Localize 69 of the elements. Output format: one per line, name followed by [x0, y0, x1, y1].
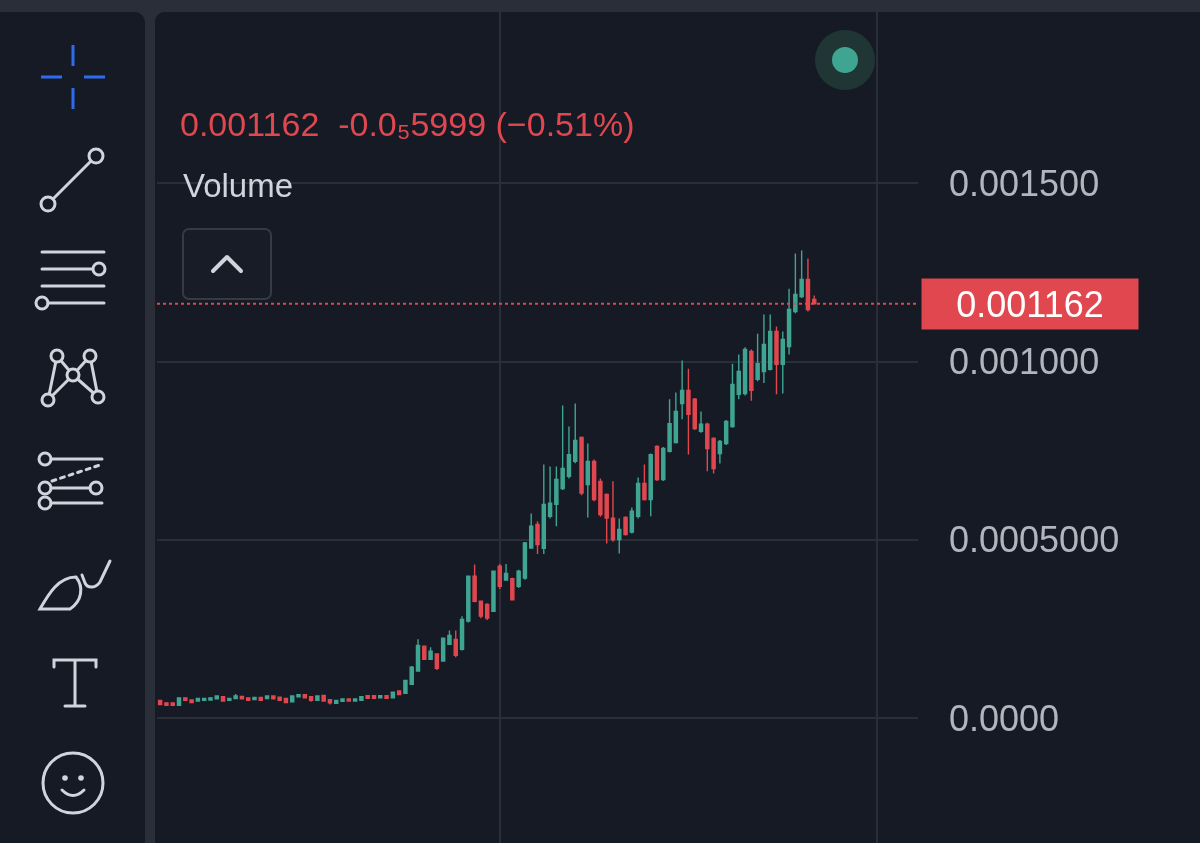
candlestick: [491, 569, 496, 613]
candlestick: [434, 652, 440, 671]
candlestick: [679, 359, 685, 420]
ref-line-label: 0.001162: [956, 283, 1104, 325]
candlestick: [767, 313, 773, 372]
candlestick: [447, 629, 452, 646]
candlestick: [214, 695, 219, 700]
candlestick: [365, 694, 370, 700]
y-tick-label: 0.0000: [949, 697, 1060, 739]
candlestick: [648, 452, 653, 518]
candlestick: [415, 638, 421, 673]
candlestick: [340, 697, 345, 703]
candlestick: [566, 425, 572, 480]
candlestick: [208, 696, 213, 701]
candlestick: [629, 506, 635, 535]
candlestick: [572, 402, 578, 464]
candlestick: [466, 574, 471, 624]
candlestick: [252, 696, 257, 701]
candlestick: [428, 646, 433, 661]
candlestick: [308, 696, 314, 703]
candlestick: [755, 333, 760, 382]
candlestick: [698, 410, 704, 434]
candlestick: [453, 629, 458, 658]
candlestick: [673, 391, 679, 445]
candlestick: [378, 694, 383, 699]
candlestick: [617, 517, 622, 555]
candlestick: [761, 313, 767, 384]
candlestick: [635, 476, 641, 520]
candlestick: [749, 348, 754, 402]
candlestick: [610, 480, 616, 543]
candlestick: [384, 694, 389, 700]
candlestick: [541, 463, 547, 555]
candlestick: [717, 439, 723, 465]
candlestick: [176, 696, 182, 707]
candlestick: [579, 435, 584, 496]
candlestick: [736, 353, 741, 401]
y-tick-label: 0.001500: [949, 162, 1100, 204]
candlestick: [528, 512, 534, 550]
candlestick: [522, 541, 528, 581]
candlestick: [422, 644, 427, 661]
text: 0.001162 -0.0₅5999 (−0.51%): [180, 104, 635, 144]
candlestick: [484, 602, 490, 621]
candlestick: [459, 615, 465, 652]
candlestick: [390, 690, 396, 699]
candlestick: [472, 563, 477, 603]
candlestick: [503, 563, 509, 582]
candlestick: [327, 698, 333, 706]
annotation: Volume: [183, 166, 294, 206]
candlestick: [547, 465, 553, 520]
candlestick: [623, 515, 628, 537]
candlestick: [786, 288, 792, 356]
y-tick-label: 0.0005000: [949, 519, 1120, 561]
candlestick: [535, 520, 540, 555]
candlestick: [516, 569, 521, 589]
candlestick: [642, 463, 647, 502]
candlestick: [346, 697, 352, 703]
candlestick: [774, 325, 779, 396]
candlestick: [321, 693, 326, 703]
candlestick: [359, 695, 364, 702]
candlestick: [585, 442, 591, 519]
candlestick: [220, 696, 226, 703]
candlestick: [478, 599, 484, 620]
candlestick: [352, 697, 358, 703]
candlestick: [302, 693, 308, 699]
y-tick-label: 0.001000: [949, 341, 1100, 383]
candlestick: [510, 576, 515, 602]
candlestick: [780, 330, 786, 395]
candlestick: [730, 362, 735, 429]
candlestick: [315, 695, 320, 702]
